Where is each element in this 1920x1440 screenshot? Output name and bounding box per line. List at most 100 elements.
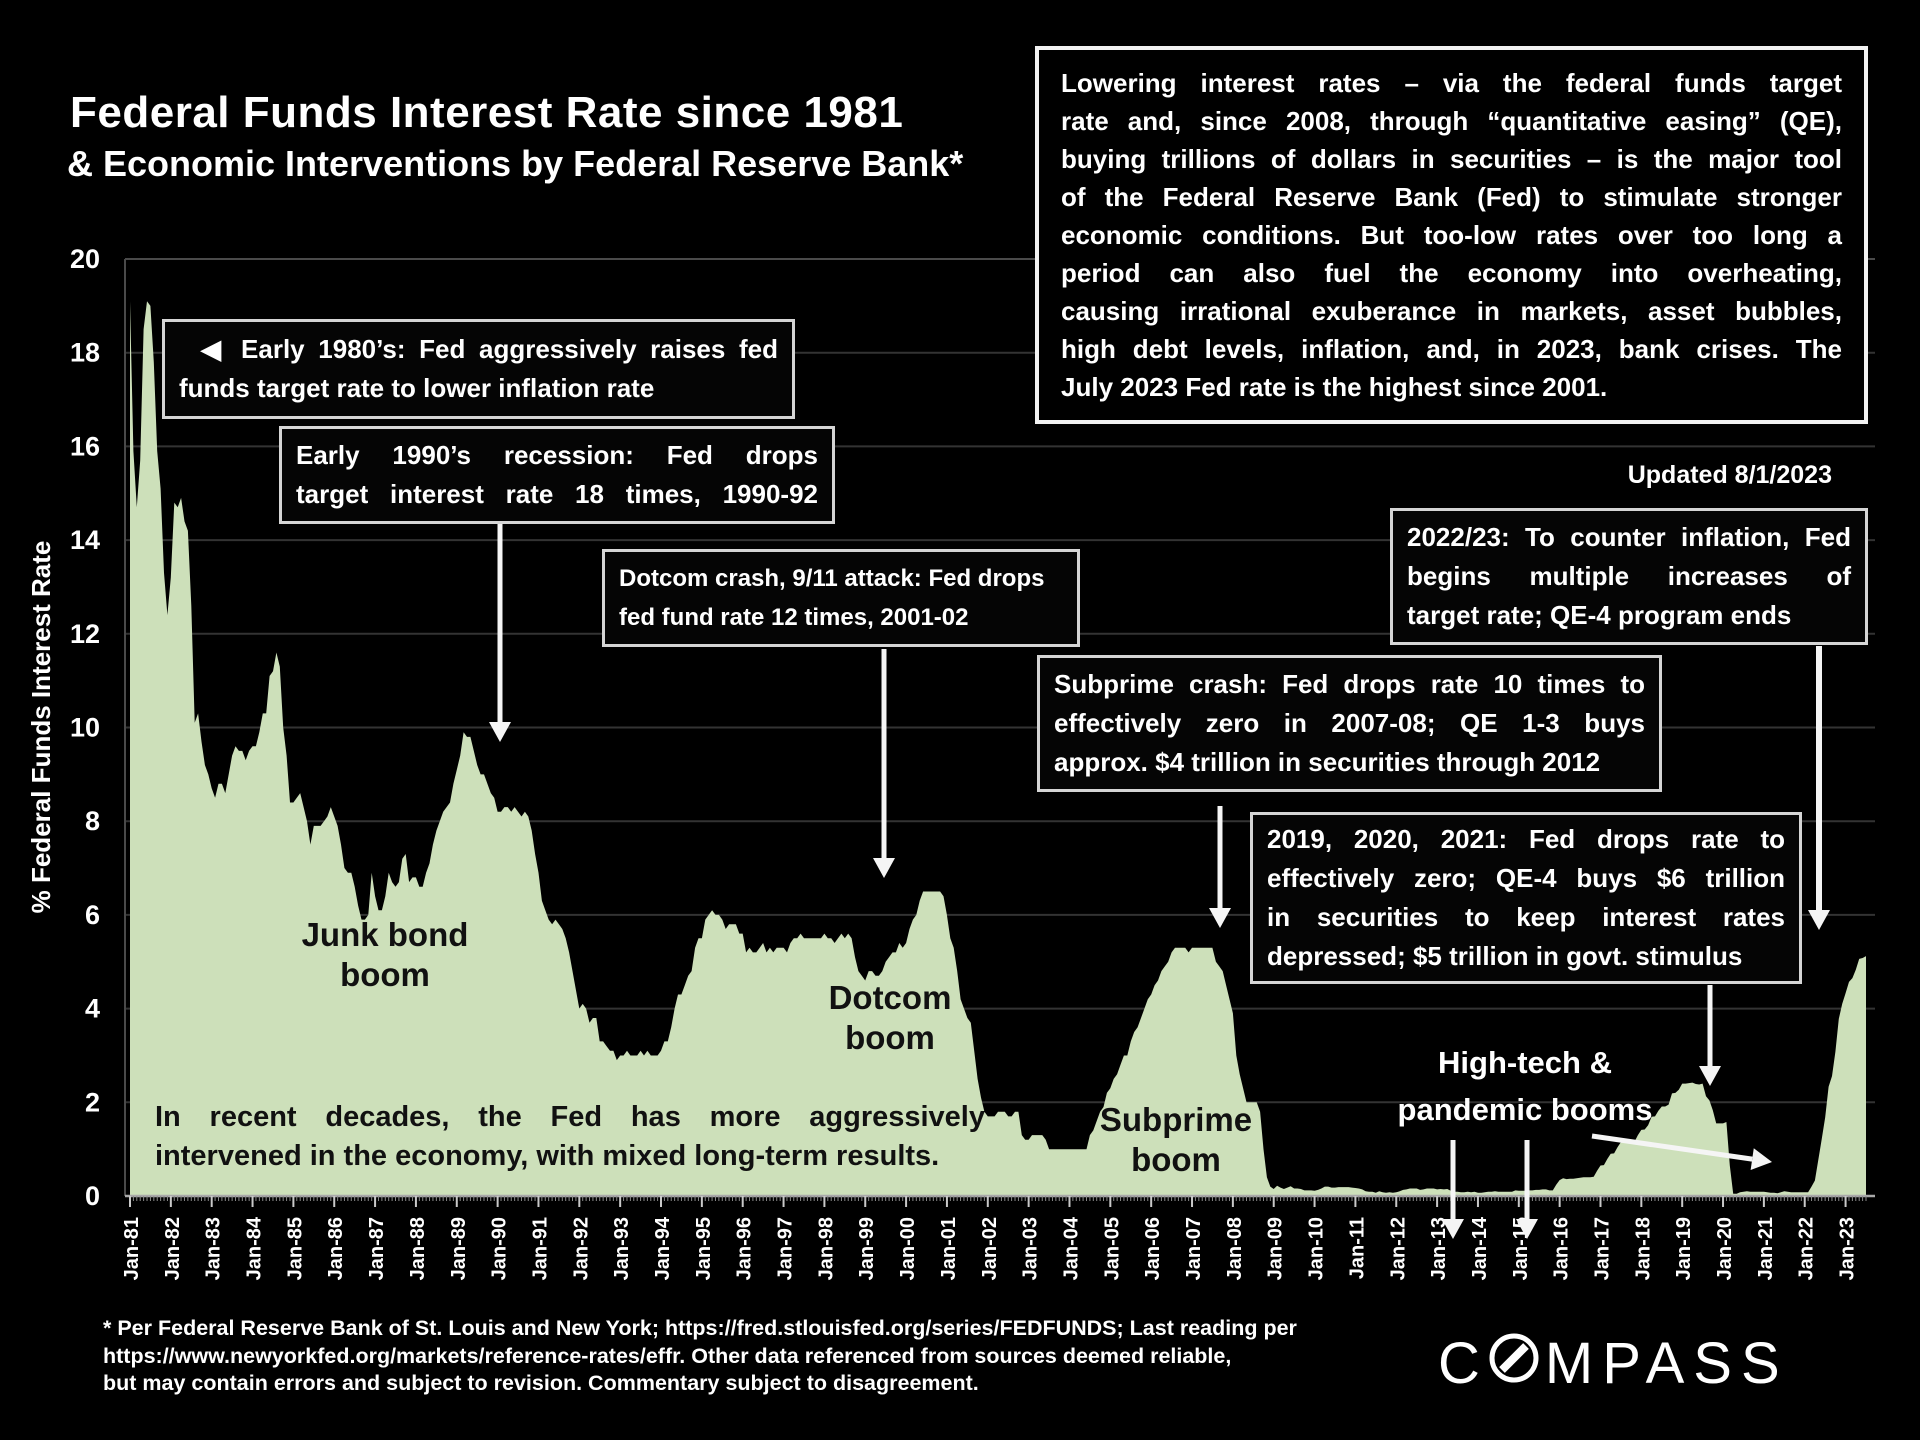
intro-line: buying trillions of dollars in securitie… (1061, 144, 1842, 174)
intro-line: Lowering interest rates – via the federa… (1061, 68, 1842, 98)
label-junk-bond-boom: Junk bond boom (275, 915, 495, 995)
source-footnote: * Per Federal Reserve Bank of St. Louis … (103, 1315, 1297, 1398)
label-line: boom (340, 956, 430, 993)
annotation-early-1980s: ◀ Early 1980’s: Fed aggressively raises … (162, 319, 795, 419)
logo-letter-c: C (1438, 1330, 1489, 1396)
y-tick-label: 10 (70, 713, 100, 743)
x-tick-label: Jan-86 (325, 1217, 347, 1280)
x-tick-label: Jan-08 (1224, 1217, 1246, 1280)
page-subtitle: & Economic Interventions by Federal Rese… (67, 143, 964, 184)
y-tick-label: 8 (85, 806, 100, 836)
annotation-line: effectively zero; QE-4 buys $6 trillion (1267, 863, 1785, 893)
intro-line: causing irrational exuberance in markets… (1061, 296, 1842, 326)
y-tick-label: 0 (85, 1181, 100, 1211)
x-tick-label: Jan-93 (611, 1217, 633, 1280)
intro-line: rate and, since 2008, through “quantitat… (1061, 106, 1842, 136)
annotation-line: Early 1990’s recession: Fed drops (296, 440, 818, 470)
x-tick-label: Jan-22 (1796, 1217, 1818, 1280)
annotation-line: 2019, 2020, 2021: Fed drops rate to (1267, 824, 1785, 854)
x-tick-label: Jan-12 (1387, 1217, 1409, 1280)
y-tick-label: 20 (70, 244, 100, 274)
x-tick-label: Jan-81 (121, 1217, 143, 1280)
page-title: Federal Funds Interest Rate since 1981 (70, 88, 904, 137)
y-tick-label: 6 (85, 900, 100, 930)
footnote-line: https://www.newyorkfed.org/markets/refer… (103, 1343, 1232, 1368)
intro-line: period can also fuel the economy into ov… (1061, 258, 1842, 288)
x-tick-label: Jan-10 (1306, 1217, 1328, 1280)
annotation-qe4-2019-2021: 2019, 2020, 2021: Fed drops rate to effe… (1250, 812, 1802, 984)
annotation-line: in securities to keep interest rates (1267, 902, 1785, 932)
x-tick-label: Jan-84 (244, 1216, 266, 1280)
x-tick-label: Jan-97 (775, 1217, 797, 1280)
compass-needle-o-icon (1487, 1326, 1541, 1400)
x-tick-label: Jan-92 (570, 1217, 592, 1280)
arrow-dotcom-crash-head (873, 858, 895, 878)
x-tick-label: Jan-87 (366, 1217, 388, 1280)
arrow-2022-increases-head (1808, 910, 1830, 930)
annotation-line: approx. $4 trillion in securities throug… (1054, 747, 1601, 777)
annotation-line: fed fund rate 12 times, 2001-02 (619, 604, 969, 631)
x-tick-label: Jan-91 (529, 1217, 551, 1280)
annotation-line: ◀ Early 1980’s: Fed aggressively raises … (201, 334, 778, 364)
x-tick-label: Jan-89 (448, 1217, 470, 1280)
label-subprime-boom: Subprime boom (1056, 1100, 1296, 1180)
label-line: Subprime (1099, 1101, 1253, 1138)
annotation-line: effectively zero in 2007-08; QE 1-3 buys (1054, 708, 1645, 738)
annotation-subprime-crash: Subprime crash: Fed drops rate 10 times … (1037, 655, 1662, 792)
x-tick-label: Jan-02 (979, 1217, 1001, 1280)
arrow-subprime-crash-head (1209, 908, 1231, 928)
x-tick-label: Jan-13 (1428, 1217, 1450, 1280)
label-line: In recent decades, the Fed has more aggr… (155, 1101, 985, 1133)
label-line: boom (1131, 1141, 1221, 1178)
y-tick-label: 2 (85, 1087, 100, 1117)
label-line: pandemic booms (1397, 1092, 1653, 1127)
y-tick-label: 16 (70, 431, 100, 461)
x-tick-label: Jan-20 (1714, 1217, 1736, 1280)
x-tick-label: Jan-18 (1632, 1217, 1654, 1280)
x-tick-label: Jan-88 (407, 1217, 429, 1280)
x-tick-label: Jan-11 (1346, 1217, 1368, 1279)
label-in-recent-decades: In recent decades, the Fed has more aggr… (155, 1098, 985, 1176)
intro-text-box: Lowering interest rates – via the federa… (1035, 46, 1868, 424)
annotation-line: begins multiple increases of (1407, 561, 1851, 591)
x-tick-label: Jan-90 (489, 1217, 511, 1280)
x-tick-label: Jan-96 (734, 1217, 756, 1280)
footnote-line: * Per Federal Reserve Bank of St. Louis … (103, 1316, 1297, 1340)
x-tick-label: Jan-99 (856, 1217, 878, 1280)
arrow-pandemic-diagonal (1591, 1133, 1753, 1162)
annotation-line: target rate; QE-4 program ends (1407, 600, 1792, 630)
annotation-line: depressed; $5 trillion in govt. stimulus (1267, 941, 1743, 971)
annotation-line: funds target rate to lower inflation rat… (179, 373, 655, 403)
x-tick-label: Jan-16 (1551, 1217, 1573, 1280)
x-tick-label: Jan-01 (938, 1217, 960, 1280)
y-tick-label: 18 (70, 338, 100, 368)
x-tick-label: Jan-00 (897, 1217, 919, 1280)
intro-line: July 2023 Fed rate is the highest since … (1061, 372, 1608, 402)
y-tick-label: 14 (70, 525, 100, 555)
x-tick-label: Jan-83 (203, 1217, 225, 1280)
intro-line: high debt levels, inflation, and, in 202… (1061, 334, 1842, 364)
footnote-line: but may contain errors and subject to re… (103, 1371, 979, 1395)
annotation-line: target interest rate 18 times, 1990-92 (296, 479, 818, 509)
annotation-line: Dotcom crash, 9/11 attack: Fed drops (619, 565, 1045, 592)
y-axis-title: % Federal Funds Interest Rate (26, 541, 56, 914)
y-tick-label: 4 (85, 994, 100, 1024)
x-tick-label: Jan-95 (693, 1217, 715, 1280)
annotation-dotcom-crash: Dotcom crash, 9/11 attack: Fed drops fed… (602, 549, 1080, 647)
x-tick-label: Jan-23 (1837, 1217, 1859, 1280)
label-line: High-tech & (1438, 1045, 1612, 1080)
x-tick-label: Jan-04 (1060, 1216, 1082, 1280)
annotation-line: 2022/23: To counter inflation, Fed (1407, 522, 1851, 552)
annotation-early-1990s: Early 1990’s recession: Fed drops target… (279, 426, 835, 524)
x-tick-label: Jan-98 (815, 1217, 837, 1280)
x-tick-label: Jan-09 (1265, 1217, 1287, 1280)
updated-date: Updated 8/1/2023 (1627, 461, 1832, 489)
x-tick-label: Jan-17 (1591, 1217, 1613, 1280)
compass-logo: C MPASS (1438, 1326, 1789, 1400)
label-line: Dotcom (828, 979, 952, 1016)
annotation-line: Subprime crash: Fed drops rate 10 times … (1054, 669, 1645, 699)
x-tick-label: Jan-82 (162, 1217, 184, 1280)
x-tick-label: Jan-14 (1469, 1216, 1491, 1280)
